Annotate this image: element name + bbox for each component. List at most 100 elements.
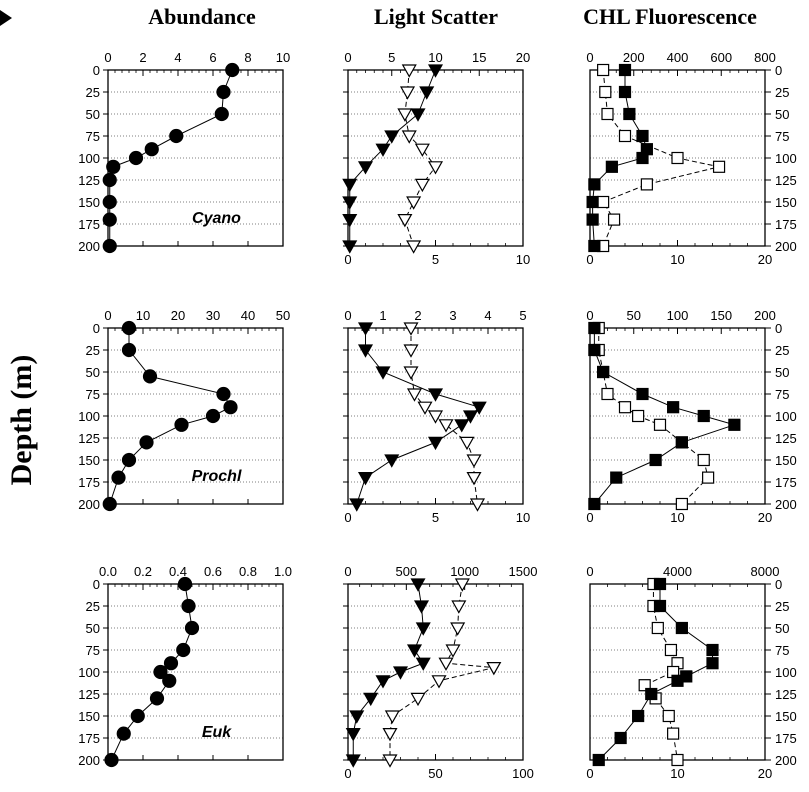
data-point xyxy=(427,436,444,451)
x-tick-label-bottom: 0 xyxy=(344,766,351,781)
y-tick-label: 200 xyxy=(78,497,100,512)
y-tick-label: 150 xyxy=(78,195,100,210)
y-tick-label: 150 xyxy=(775,195,797,210)
x-tick-label-bottom: 10 xyxy=(670,510,684,525)
panel-label: Cyano xyxy=(192,210,241,227)
y-tick-label: 0 xyxy=(93,63,100,78)
x-tick-label-bottom: 5 xyxy=(432,252,439,267)
data-point xyxy=(349,710,365,724)
data-point xyxy=(618,401,632,414)
panel-r2-c1: 0 500 1000 1500 0 50 100 xyxy=(343,564,537,781)
data-point xyxy=(384,454,400,468)
data-point xyxy=(640,178,653,191)
data-point xyxy=(651,621,664,635)
y-tick-label: 200 xyxy=(78,239,100,254)
y-tick-label: 200 xyxy=(775,239,797,254)
x-tick-label-top: 200 xyxy=(623,50,645,65)
data-point xyxy=(653,599,667,613)
data-point xyxy=(104,752,119,768)
y-tick-label: 50 xyxy=(775,107,789,122)
y-tick-label: 125 xyxy=(78,173,100,188)
data-point xyxy=(406,388,423,402)
x-tick-label-top: 0 xyxy=(586,308,593,323)
panel-r1-c1: 0 1 2 3 4 5 0 5 10 xyxy=(343,308,530,525)
data-point xyxy=(397,108,413,122)
data-point xyxy=(459,436,475,451)
data-point xyxy=(342,240,358,254)
data-point xyxy=(445,644,461,658)
data-point xyxy=(397,214,413,228)
x-tick-label-top: 5 xyxy=(519,308,526,323)
data-point xyxy=(406,240,422,254)
data-point xyxy=(414,143,430,157)
data-point xyxy=(102,172,117,188)
x-tick-label-top: 200 xyxy=(754,308,776,323)
y-tick-label: 125 xyxy=(78,687,100,702)
y-tick-label: 100 xyxy=(775,151,797,166)
data-point xyxy=(671,753,684,767)
x-tick-label-top: 4000 xyxy=(663,564,692,579)
data-point xyxy=(597,195,610,209)
data-point xyxy=(121,342,137,358)
y-tick-label: 25 xyxy=(775,343,789,358)
data-point xyxy=(588,497,601,511)
y-tick-label: 125 xyxy=(775,687,797,702)
data-point xyxy=(636,387,649,401)
panel-r0-c1: 0 5 10 15 20 0 5 10 xyxy=(342,50,530,267)
x-tick-label-top: 20 xyxy=(171,308,185,323)
data-point xyxy=(375,675,391,689)
panel-r0-c0: 0 25 50 75 100 125 150 175 200 0 2 4 6 8 10 Cyano xyxy=(78,50,290,254)
x-tick-label-top: 1.0 xyxy=(274,564,292,579)
data-point xyxy=(214,106,229,122)
data-point xyxy=(671,674,684,687)
data-point xyxy=(438,419,454,433)
data-point xyxy=(588,343,601,357)
data-point xyxy=(614,731,627,745)
data-point xyxy=(345,754,361,768)
column-title-light-scatter: Light Scatter xyxy=(373,4,499,29)
y-tick-label: 175 xyxy=(78,731,100,746)
data-point xyxy=(345,727,361,742)
y-tick-label: 75 xyxy=(775,387,789,402)
data-point xyxy=(618,129,632,143)
x-tick-label-top: 100 xyxy=(667,308,689,323)
y-tick-label: 75 xyxy=(86,643,100,658)
data-point xyxy=(427,410,444,424)
data-point xyxy=(216,386,231,402)
data-point xyxy=(664,643,678,657)
data-point xyxy=(451,600,467,614)
data-point xyxy=(417,401,433,415)
data-point xyxy=(653,577,667,591)
x-tick-label-top: 50 xyxy=(627,308,641,323)
x-tick-label-bottom: 10 xyxy=(516,252,530,267)
data-point xyxy=(597,365,610,379)
data-point xyxy=(675,621,688,635)
data-point xyxy=(702,471,715,484)
data-point xyxy=(586,213,599,226)
y-tick-label: 175 xyxy=(78,217,100,232)
y-tick-label: 50 xyxy=(86,621,100,636)
data-point xyxy=(342,178,358,193)
data-point xyxy=(427,64,444,78)
data-point xyxy=(605,160,618,173)
x-tick-label-bottom: 20 xyxy=(758,510,772,525)
x-tick-label-top: 10 xyxy=(136,308,150,323)
data-point xyxy=(169,128,184,144)
data-point xyxy=(645,687,658,701)
data-point xyxy=(469,498,486,512)
data-point xyxy=(384,130,400,144)
data-point xyxy=(363,692,379,707)
x-tick-label-top: 0.0 xyxy=(99,564,117,579)
data-point xyxy=(149,691,165,706)
data-point xyxy=(216,84,231,100)
data-point xyxy=(403,322,419,336)
data-point xyxy=(601,107,614,121)
x-tick-label-bottom: 10 xyxy=(670,766,684,781)
data-point xyxy=(466,472,482,486)
data-point xyxy=(427,161,444,175)
x-tick-label-top: 0.6 xyxy=(204,564,222,579)
data-point xyxy=(410,108,426,122)
data-point xyxy=(671,151,684,165)
x-tick-label-top: 1500 xyxy=(509,564,538,579)
data-point xyxy=(588,178,601,191)
